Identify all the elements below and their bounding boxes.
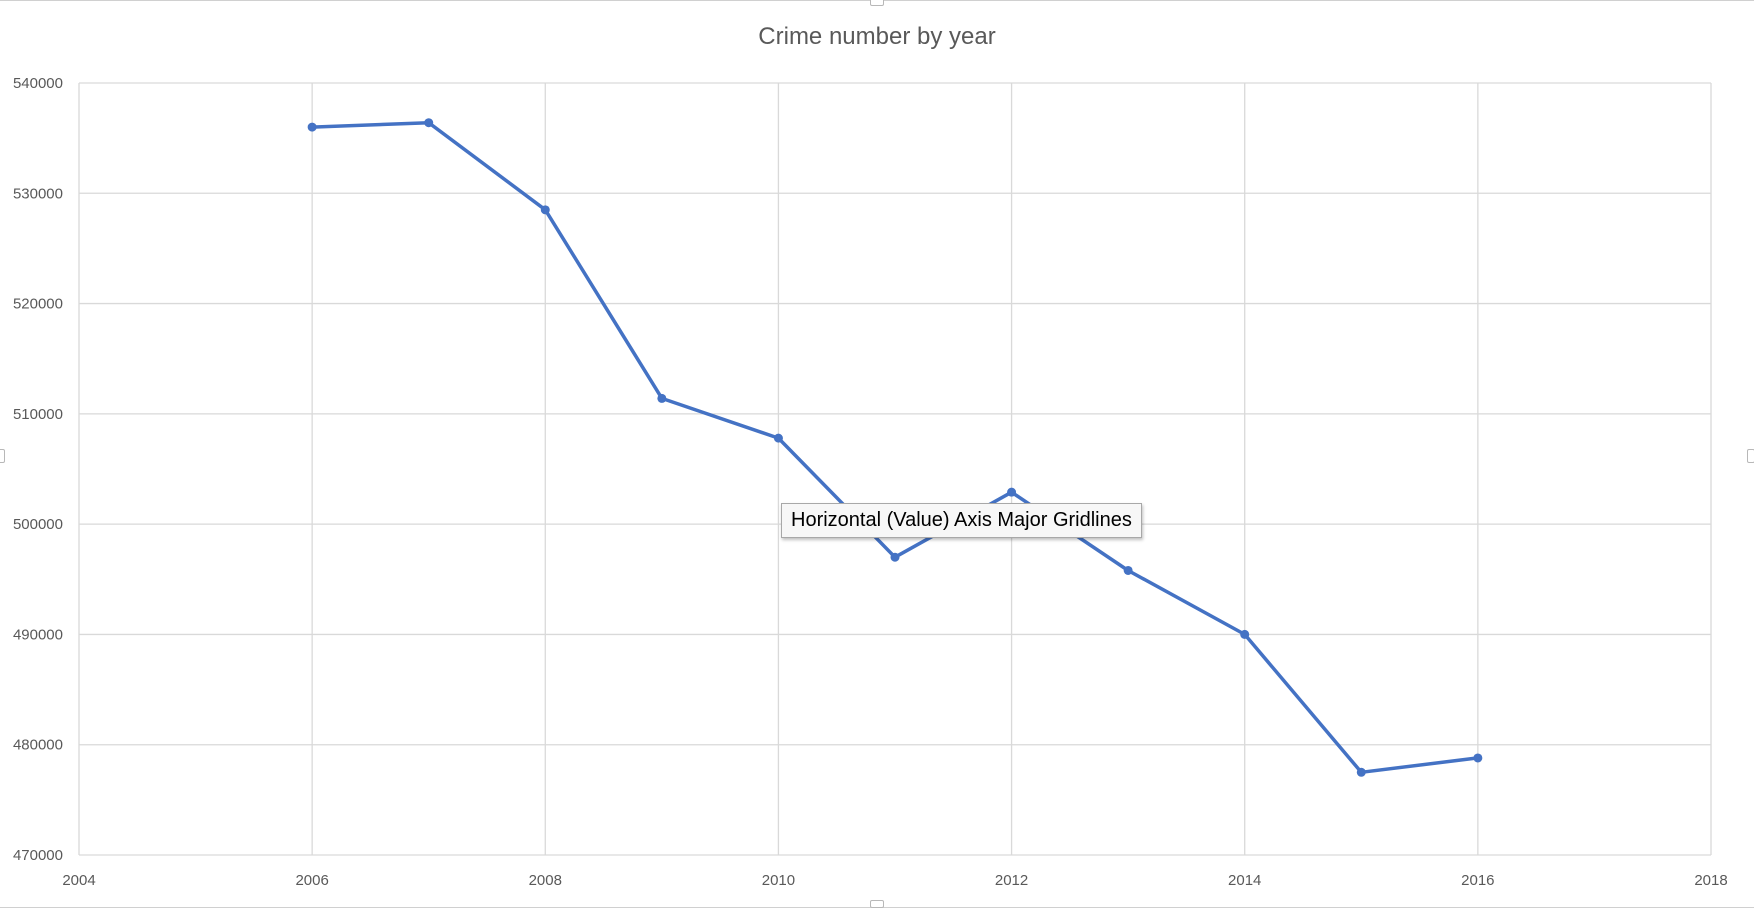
data-point[interactable] <box>1240 629 1250 639</box>
y-tick-label[interactable]: 500000 <box>13 516 63 533</box>
resize-handle-right[interactable] <box>1747 449 1754 463</box>
y-tick-label[interactable]: 490000 <box>13 626 63 643</box>
x-tick-label[interactable]: 2008 <box>529 872 562 889</box>
y-tick-label[interactable]: 530000 <box>13 185 63 202</box>
gridlines-tooltip: Horizontal (Value) Axis Major Gridlines <box>781 503 1142 538</box>
x-tick-label[interactable]: 2012 <box>995 872 1028 889</box>
axis-labels[interactable]: 470000 480000 490000 500000 510000 520000 5300… <box>13 75 1728 889</box>
y-tick-label[interactable]: 540000 <box>13 75 63 92</box>
x-tick-label[interactable]: 2010 <box>762 872 795 889</box>
data-point[interactable] <box>890 552 900 562</box>
data-point[interactable] <box>657 393 667 403</box>
data-point[interactable] <box>1123 565 1133 575</box>
data-point[interactable] <box>307 122 317 132</box>
series-line[interactable] <box>312 120 1479 775</box>
y-tick-label[interactable]: 470000 <box>13 847 63 864</box>
x-tick-label[interactable]: 2004 <box>62 872 95 889</box>
x-tick-label[interactable]: 2014 <box>1228 872 1261 889</box>
x-tick-label[interactable]: 2006 <box>295 872 328 889</box>
data-point[interactable] <box>540 205 550 215</box>
y-tick-label[interactable]: 480000 <box>13 737 63 754</box>
chart-title[interactable]: Crime number by year <box>758 23 995 50</box>
data-point[interactable] <box>424 118 434 128</box>
resize-handle-top[interactable] <box>870 0 884 6</box>
series-crime-number[interactable] <box>307 118 1483 777</box>
gridlines[interactable] <box>78 82 1712 856</box>
data-point[interactable] <box>1356 767 1366 777</box>
data-point[interactable] <box>1007 487 1017 497</box>
resize-handle-left[interactable] <box>0 449 5 463</box>
x-tick-label[interactable]: 2018 <box>1694 872 1727 889</box>
x-tick-label[interactable]: 2016 <box>1461 872 1494 889</box>
y-tick-label[interactable]: 520000 <box>13 296 63 313</box>
data-point[interactable] <box>773 433 783 443</box>
data-point[interactable] <box>1473 753 1483 763</box>
y-tick-label[interactable]: 510000 <box>13 406 63 423</box>
